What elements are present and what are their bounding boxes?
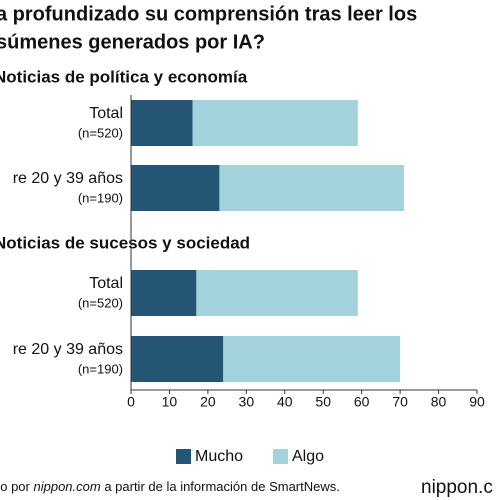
bar-segment: [192, 100, 358, 146]
bar-segment: [196, 270, 358, 316]
category-sublabel: (n=190): [78, 190, 123, 205]
category-sublabel: (n=190): [78, 361, 123, 376]
x-tick-label: 80: [431, 394, 447, 410]
bar-segment: [131, 270, 197, 316]
logo: nippon.c: [421, 477, 493, 498]
chart-title: súmenes generados por IA?: [0, 31, 265, 53]
source-site: nippon.com: [33, 479, 100, 494]
source: do por nippon.com a partir de la informa…: [0, 479, 340, 494]
x-tick-label: 20: [200, 394, 216, 410]
x-tick-label: 50: [315, 394, 331, 410]
x-tick-label: 40: [277, 394, 293, 410]
bar-segment: [223, 336, 401, 382]
x-tick-label: 60: [354, 394, 370, 410]
bar-segment: [219, 165, 404, 211]
panel-title: Noticias de política y economía: [0, 67, 248, 86]
x-tick-label: 30: [239, 394, 255, 410]
x-tick-label: 10: [162, 394, 178, 410]
source-text: a partir de la información de SmartNews.: [101, 479, 340, 494]
category-sublabel: (n=520): [78, 295, 123, 310]
category-label: Total: [89, 275, 123, 292]
legend-label: Algo: [292, 448, 324, 465]
bar-segment: [131, 336, 224, 382]
legend-swatch: [273, 449, 288, 464]
bar-segment: [131, 100, 193, 146]
panel-title: Noticias de sucesos y sociedad: [0, 233, 250, 252]
x-tick-label: 0: [127, 394, 135, 410]
category-label: re 20 y 39 años: [13, 341, 123, 358]
chart-title: a profundizado su comprensión tras leer …: [0, 3, 417, 25]
legend-swatch: [176, 449, 191, 464]
category-label: Total: [89, 105, 123, 122]
category-sublabel: (n=520): [78, 125, 123, 140]
x-tick-label: 90: [469, 394, 485, 410]
x-tick-label: 70: [392, 394, 408, 410]
bar-segment: [131, 165, 220, 211]
source-text: do por: [0, 479, 33, 494]
category-label: re 20 y 39 años: [13, 170, 123, 187]
legend-label: Mucho: [195, 448, 243, 465]
